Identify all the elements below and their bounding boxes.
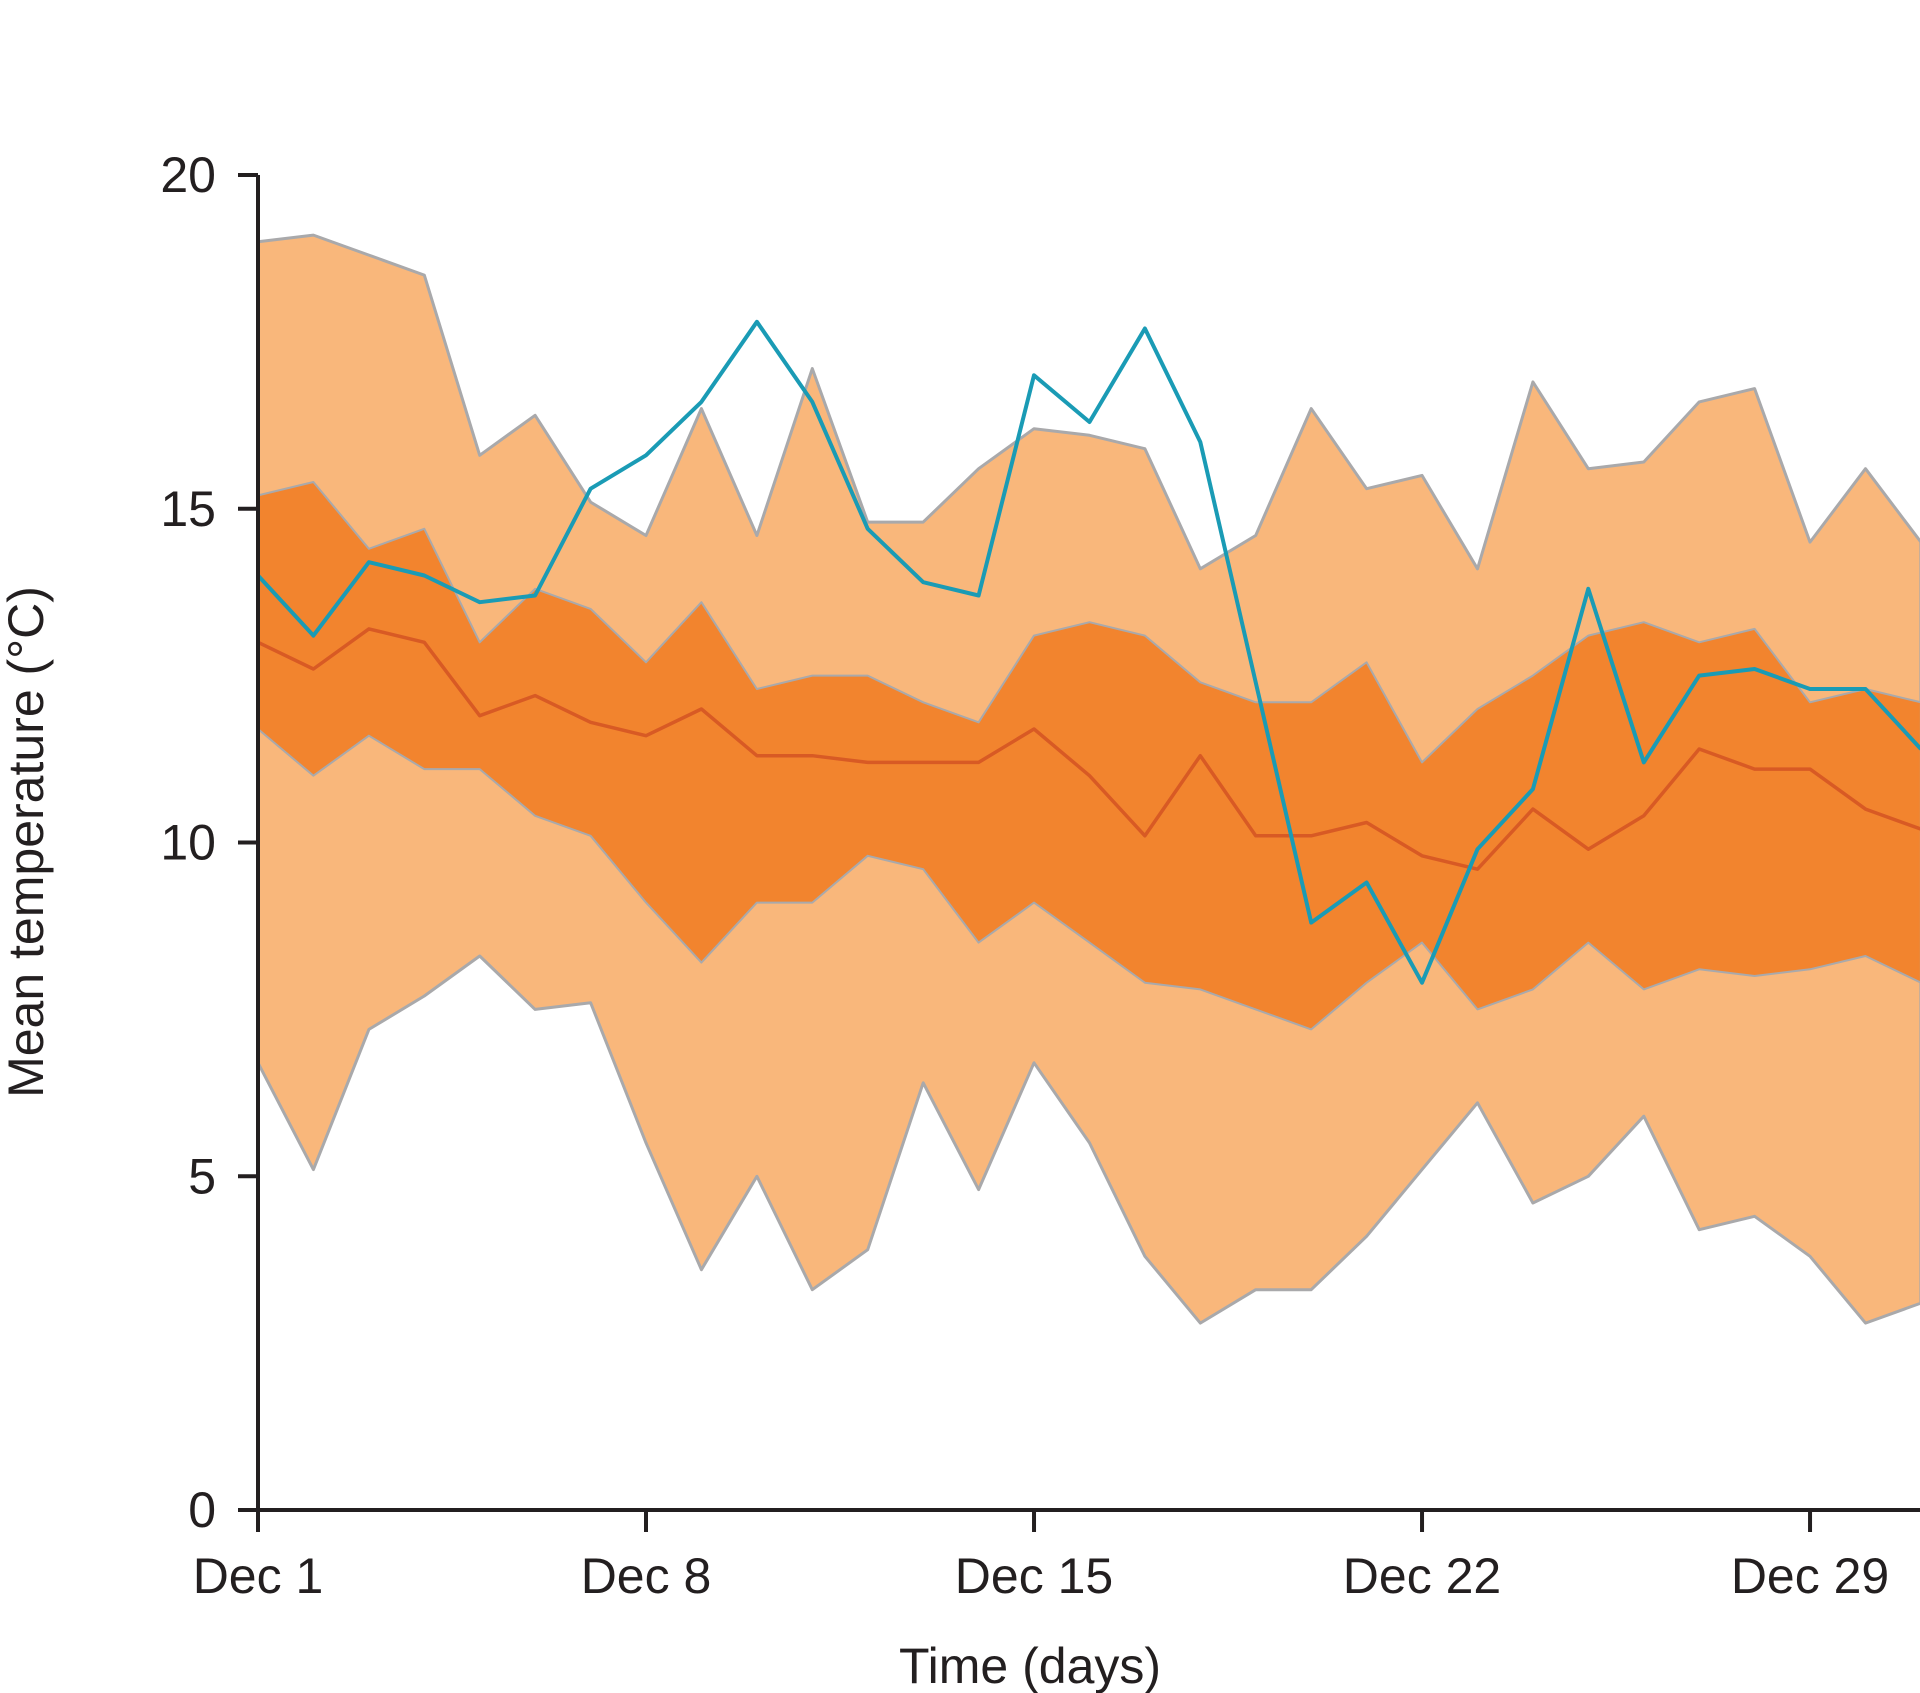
x-tick-label: Dec 22	[1343, 1548, 1501, 1604]
x-tick-label: Dec 8	[581, 1548, 712, 1604]
y-tick-label: 10	[160, 815, 216, 871]
observed-line	[256, 319, 1920, 985]
ticks-layer: 0 5 10 15 20 Dec 1 Dec 8 Dec 15 Dec 22 Dec 29	[160, 147, 1889, 1604]
y-tick-label: 5	[188, 1148, 216, 1204]
y-tick-label: 15	[160, 481, 216, 537]
y-tick-label: 0	[188, 1482, 216, 1538]
lines-layer	[256, 319, 1920, 985]
x-tick-label: Dec 15	[955, 1548, 1113, 1604]
y-tick-label: 20	[160, 147, 216, 203]
x-axis-title: Time (days)	[899, 1638, 1161, 1693]
x-tick-label: Dec 1	[193, 1548, 324, 1604]
x-tick-label: Dec 29	[1731, 1548, 1889, 1604]
median-line	[257, 627, 1920, 871]
inner-range-band	[257, 481, 1920, 1031]
bands-layer	[256, 233, 1920, 1325]
y-axis-title: Mean temperature (°C)	[0, 586, 54, 1098]
